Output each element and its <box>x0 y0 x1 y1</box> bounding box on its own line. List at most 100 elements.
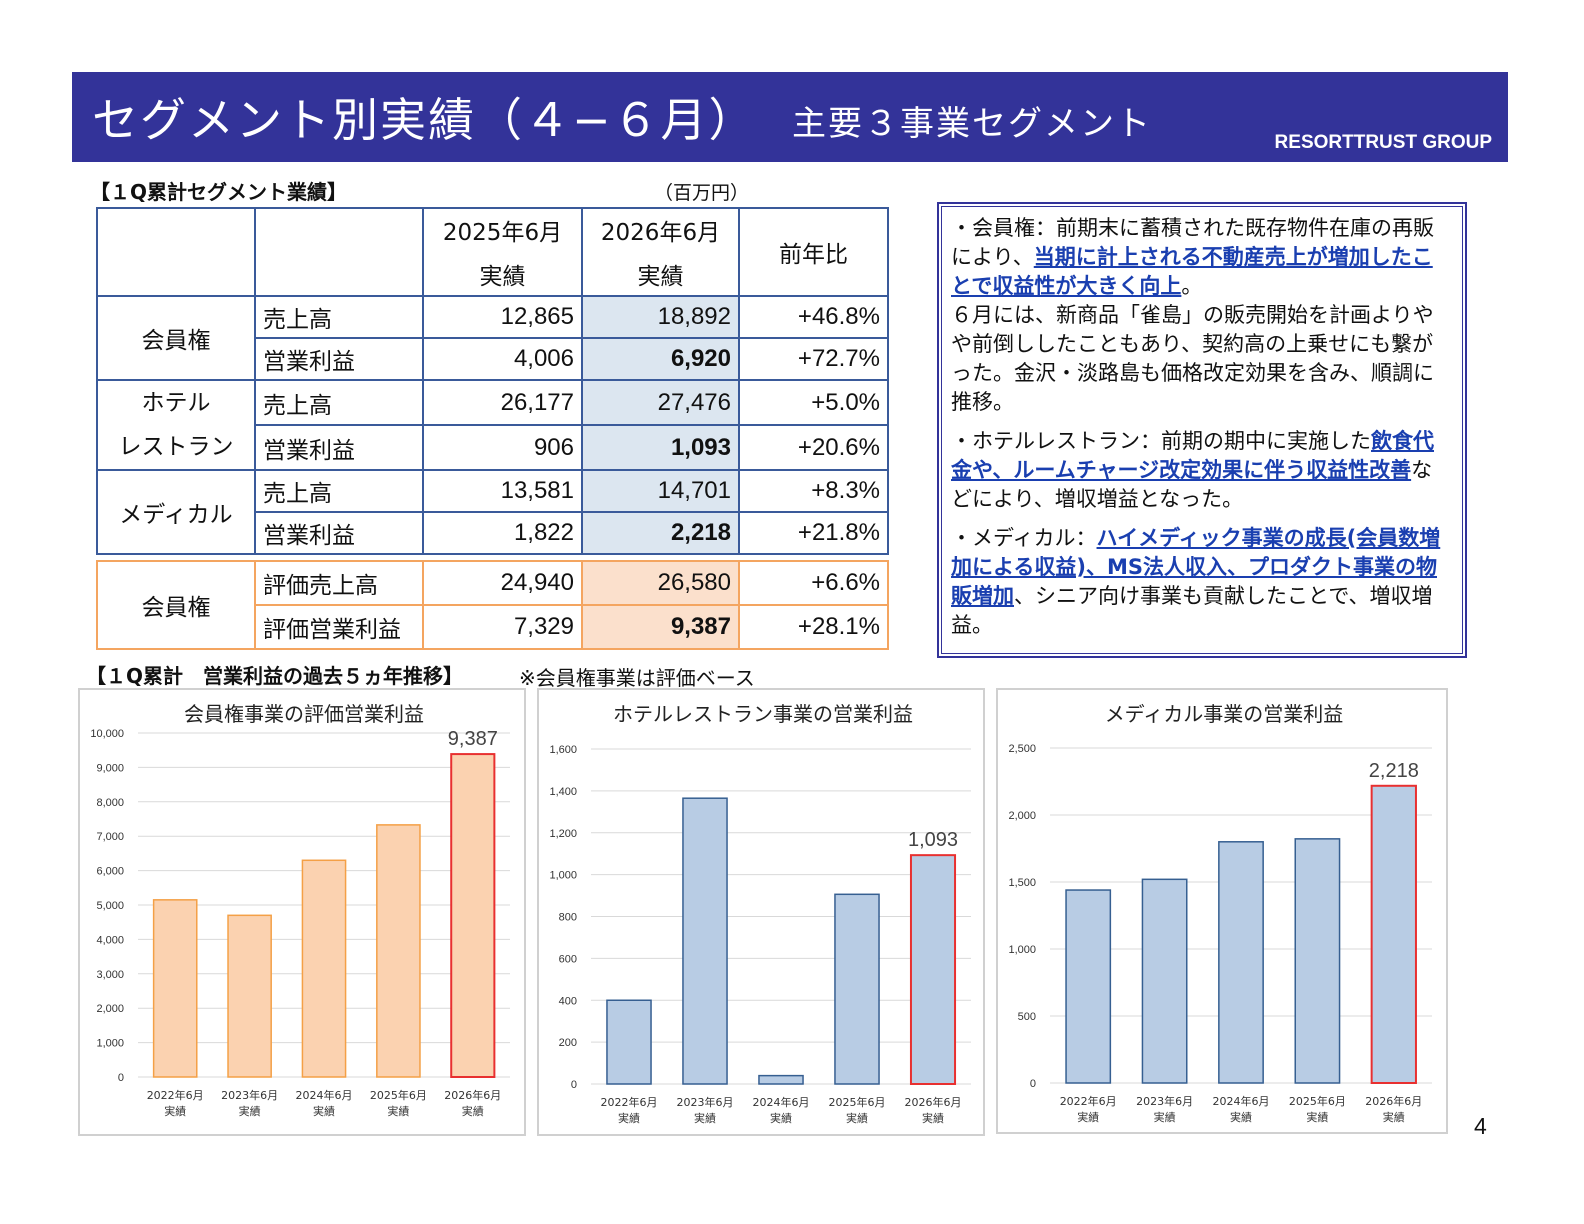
yoy-value: +8.3% <box>738 469 889 513</box>
prev-value: 7,329 <box>422 604 583 650</box>
y-tick-label: 400 <box>559 995 577 1007</box>
x-tick-label: 実績 <box>313 1104 335 1118</box>
x-tick-label: 2025年6月 <box>829 1095 886 1109</box>
yoy-value: +72.7% <box>738 337 889 381</box>
x-tick-label: 2022年6月 <box>601 1095 658 1109</box>
curr-value: 9,387 <box>581 604 740 650</box>
comment-medical: ・メディカル：ハイメディック事業の成長(会員数増加による収益)、MS法人収入、プ… <box>951 524 1453 640</box>
header-empty-cell <box>96 207 256 297</box>
table-row: 評価営業利益 7,329 9,387 +28.1% <box>97 604 889 650</box>
table-row: 会員権 評価売上高 24,940 26,580 +6.6% <box>96 560 889 650</box>
comment-hotel: ・ホテルレストラン：前期の期中に実施した飲食代金や、ルームチャージ改定効果に伴う… <box>951 427 1453 514</box>
prev-value: 24,940 <box>422 560 583 606</box>
y-tick-label: 0 <box>118 1072 124 1084</box>
y-tick-label: 2,500 <box>1008 743 1036 755</box>
bar <box>758 1074 804 1085</box>
x-tick-label: 2026年6月 <box>1365 1094 1422 1108</box>
comment-highlight: ハイメディック事業の成長(会員数増加による収益)、MS法人収入、プロダクト事業の… <box>951 526 1441 608</box>
metric-cell: 売上高 <box>254 469 424 513</box>
segment-hotel: ホテル レストラン <box>96 379 256 471</box>
y-tick-label: 6,000 <box>96 866 124 878</box>
bar <box>1218 841 1264 1084</box>
y-tick-label: 1,400 <box>549 786 577 798</box>
bar <box>450 753 496 1079</box>
metric-cell: 評価営業利益 <box>254 604 424 650</box>
x-tick-label: 実績 <box>1230 1110 1252 1124</box>
prev-value: 12,865 <box>422 295 583 339</box>
y-tick-label: 1,600 <box>549 744 577 756</box>
x-tick-label: 2026年6月 <box>905 1095 962 1109</box>
x-tick-label: 実績 <box>922 1111 944 1125</box>
x-tick-label: 2024年6月 <box>296 1088 353 1102</box>
x-tick-label: 2023年6月 <box>221 1088 278 1102</box>
chart-title: メディカル事業の営業利益 <box>1105 702 1344 726</box>
comment-text: ・ホテルレストラン：前期の期中に実施した <box>951 429 1371 453</box>
y-tick-label: 1,000 <box>549 870 577 882</box>
curr-value: 2,218 <box>581 511 740 555</box>
y-tick-label: 10,000 <box>90 728 124 740</box>
table-row: 会員権 売上高 12,865 18,892 +46.8% <box>96 295 889 381</box>
header-empty-cell <box>254 207 424 297</box>
yoy-value: +46.8% <box>738 295 889 339</box>
header-prev-line1: 2025年6月 <box>442 220 563 246</box>
bar <box>909 854 957 1085</box>
yoy-value: +20.6% <box>738 424 889 471</box>
title-bar <box>72 72 1508 162</box>
curr-value: 26,580 <box>581 560 740 606</box>
x-tick-label: 実績 <box>387 1104 409 1118</box>
comment-text: などにより、増収増益となった。 <box>951 458 1433 511</box>
metric-cell: 営業利益 <box>254 424 424 471</box>
bar <box>606 999 652 1085</box>
prev-value: 4,006 <box>422 337 583 381</box>
table-heading: 【１Q累計セグメント業績】 <box>90 180 348 204</box>
y-tick-label: 3,000 <box>96 969 124 981</box>
x-tick-label: 実績 <box>694 1111 716 1125</box>
curr-value: 27,476 <box>581 379 740 426</box>
curr-value: 14,701 <box>581 469 740 513</box>
evaluation-table: 会員権 評価売上高 24,940 26,580 +6.6% 評価営業利益 7,3… <box>96 560 889 650</box>
segment-hotel-line2: レストラン <box>118 434 234 460</box>
y-tick-label: 9,000 <box>96 762 124 774</box>
yoy-value: +6.6% <box>738 560 889 606</box>
medical-profit-chart: メディカル事業の営業利益 0 500 1,000 1,500 2,000 2,500 2022… <box>996 688 1448 1134</box>
comment-text: 、シニア向け事業も貢献したことで、増収増益。 <box>951 584 1433 637</box>
header-prev-line2: 実績 <box>479 264 526 290</box>
comment-membership: ・会員権：前期末に蓄積された既存物件在庫の再販により、当期に計上される不動産売上… <box>951 214 1453 417</box>
data-label: 9,387 <box>448 728 498 750</box>
y-tick-label: 8,000 <box>96 797 124 809</box>
prev-value: 13,581 <box>422 469 583 513</box>
data-label: 2,218 <box>1369 760 1419 782</box>
table-row: 営業利益 906 1,093 +20.6% <box>97 424 889 471</box>
comment-text: ・メディカル： <box>951 526 1097 550</box>
y-tick-label: 1,500 <box>1008 877 1036 889</box>
bar <box>834 893 880 1085</box>
table-row: 営業利益 1,822 2,218 +21.8% <box>97 511 889 555</box>
y-tick-label: 600 <box>559 953 577 965</box>
y-tick-label: 2,000 <box>96 1003 124 1015</box>
x-tick-label: 実績 <box>239 1104 261 1118</box>
page-number: 4 <box>1474 1113 1487 1139</box>
y-tick-label: 200 <box>559 1037 577 1049</box>
bar <box>301 859 347 1078</box>
table-header-row: 2025年6月 実績 2026年6月 実績 前年比 <box>96 207 889 297</box>
x-tick-label: 実績 <box>1154 1110 1176 1124</box>
curr-value: 18,892 <box>581 295 740 339</box>
table-row: 営業利益 4,006 6,920 +72.7% <box>97 337 889 381</box>
charts-heading: 【１Q累計 営業利益の過去５ヵ年推移】 <box>86 664 464 688</box>
charts-note: ※会員権事業は評価ベース <box>519 666 755 690</box>
yoy-value: +28.1% <box>738 604 889 650</box>
x-tick-label: 2026年6月 <box>444 1088 501 1102</box>
yoy-value: +21.8% <box>738 511 889 555</box>
segment-medical: メディカル <box>96 469 256 555</box>
y-tick-label: 5,000 <box>96 900 124 912</box>
table-row: ホテル レストラン 売上高 26,177 27,476 +5.0% <box>96 379 889 471</box>
bar <box>227 914 272 1078</box>
segment-membership: 会員権 <box>96 295 256 381</box>
header-curr-line2: 実績 <box>637 264 684 290</box>
segment-membership-eval: 会員権 <box>96 560 256 650</box>
prev-value: 1,822 <box>422 511 583 555</box>
metric-cell: 売上高 <box>254 379 424 426</box>
y-tick-label: 7,000 <box>96 831 124 843</box>
header-curr: 2026年6月 実績 <box>581 207 740 297</box>
header-prev: 2025年6月 実績 <box>422 207 583 297</box>
